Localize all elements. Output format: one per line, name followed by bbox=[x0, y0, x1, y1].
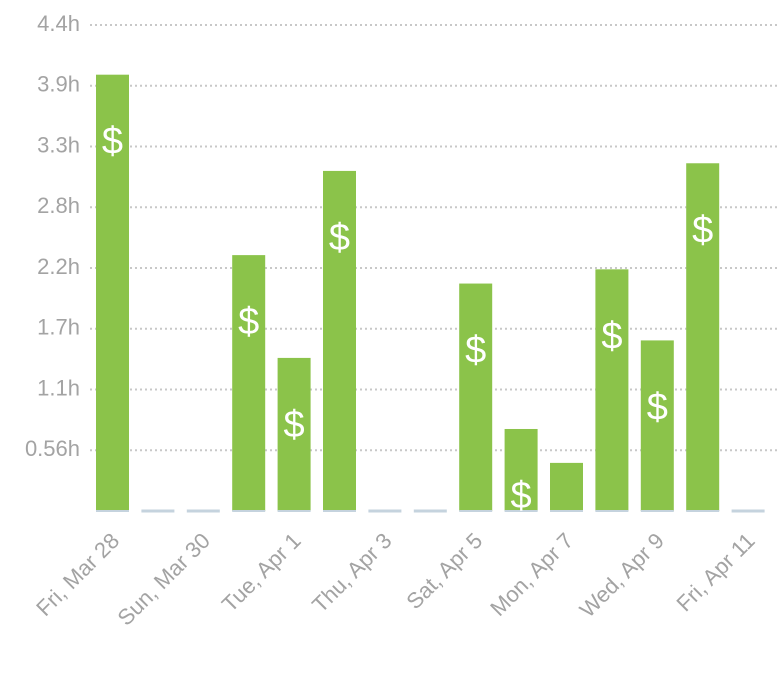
billable-icon: $ bbox=[465, 330, 486, 372]
x-tick-label: Wed, Apr 9 bbox=[575, 528, 669, 622]
empty-bar bbox=[368, 509, 402, 513]
y-tick-label: 0.56h bbox=[25, 436, 80, 461]
empty-bar bbox=[141, 509, 175, 513]
bar bbox=[277, 357, 311, 511]
x-tick-label: Tue, Apr 1 bbox=[217, 528, 306, 617]
bar bbox=[323, 170, 356, 512]
bar-base bbox=[232, 510, 266, 512]
bar-base bbox=[595, 510, 629, 512]
billable-icon: $ bbox=[102, 121, 123, 163]
bar-base bbox=[323, 510, 356, 512]
bar bbox=[232, 255, 266, 511]
bar bbox=[640, 340, 674, 511]
x-tick-label: Mon, Apr 7 bbox=[485, 528, 578, 621]
x-tick-label: Sun, Mar 30 bbox=[113, 528, 215, 630]
bar-base bbox=[686, 510, 720, 512]
bar bbox=[595, 269, 629, 511]
x-tick-label: Sat, Apr 5 bbox=[401, 528, 487, 614]
x-tick-label: Fri, Apr 11 bbox=[671, 528, 759, 616]
empty-bar bbox=[413, 509, 447, 513]
y-tick-label: 3.9h bbox=[37, 72, 80, 97]
bar bbox=[550, 462, 583, 511]
y-tick-label: 1.1h bbox=[37, 375, 80, 400]
y-tick-label: 2.8h bbox=[37, 193, 80, 218]
billable-icon: $ bbox=[238, 301, 259, 343]
bar-base bbox=[640, 510, 674, 512]
bar-base bbox=[504, 510, 538, 512]
x-tick-label: Thu, Apr 3 bbox=[307, 528, 396, 617]
empty-bar bbox=[186, 509, 220, 513]
bar-base bbox=[96, 510, 129, 512]
bar bbox=[504, 428, 538, 511]
billable-icon: $ bbox=[692, 209, 713, 251]
y-tick-label: 3.3h bbox=[37, 132, 80, 157]
empty-bar bbox=[731, 509, 765, 513]
bar-base bbox=[550, 510, 583, 512]
billable-icon: $ bbox=[647, 386, 668, 428]
bar bbox=[459, 283, 493, 511]
billable-icon: $ bbox=[511, 475, 532, 517]
y-tick-label: 4.4h bbox=[37, 11, 80, 36]
x-tick-label: Fri, Mar 28 bbox=[31, 528, 124, 621]
billable-icon: $ bbox=[601, 315, 622, 357]
billable-icon: $ bbox=[329, 217, 350, 259]
bar-base bbox=[277, 510, 311, 512]
bar bbox=[96, 74, 129, 511]
y-tick-label: 1.7h bbox=[37, 315, 80, 340]
bar bbox=[686, 163, 720, 511]
billable-icon: $ bbox=[284, 404, 305, 446]
y-tick-label: 2.2h bbox=[37, 254, 80, 279]
bar-base bbox=[459, 510, 493, 512]
